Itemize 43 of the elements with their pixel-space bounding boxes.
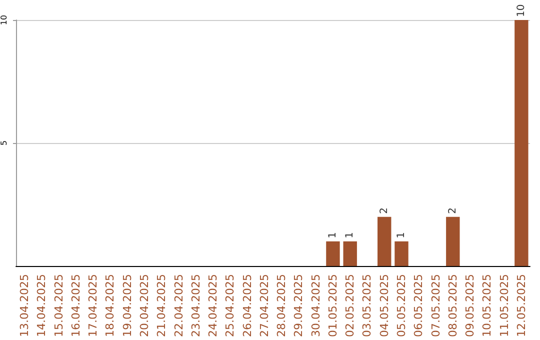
x-tick-label: 27.04.2025 [258,274,271,338]
x-tick-label: 19.04.2025 [120,274,134,338]
y-tick-label: 5 [0,140,8,146]
x-tick-label: 09.05.2025 [464,274,477,338]
x-tick-label: 28.04.2025 [275,274,288,338]
x-tick-label: 29.04.2025 [292,274,306,338]
x-tick-label: 13.04.2025 [18,274,32,338]
x-tick-label: 17.04.2025 [86,274,100,338]
x-tick-label: 12.05.2025 [514,274,528,338]
data-label: 1 [327,232,338,238]
x-tick-label: 25.04.2025 [224,274,237,338]
data-label: 1 [396,232,407,238]
x-tick-label: 04.05.2025 [378,274,391,338]
x-tick-label: 22.04.2025 [172,274,186,338]
data-label: 10 [516,4,527,17]
x-tick-label: 06.05.2025 [412,274,426,338]
x-tick-label: 23.04.2025 [189,274,202,338]
data-label: 2 [378,207,390,214]
x-tick-label: 18.04.2025 [104,274,117,338]
bar [514,20,528,266]
x-tick-label: 26.04.2025 [240,274,254,338]
x-tick-label: 11.05.2025 [498,274,511,338]
bar [326,241,340,266]
x-tick-label: 15.04.2025 [52,274,66,338]
data-label: 2 [447,207,458,214]
x-tick-label: 08.05.2025 [446,274,460,338]
bar [394,241,408,266]
bar [343,241,357,266]
x-tick-label: 07.05.2025 [429,274,442,338]
x-tick-label: 30.04.2025 [309,274,322,338]
bar [446,216,460,266]
x-tick-label: 14.04.2025 [35,274,48,338]
bar [378,216,392,266]
x-tick-label: 05.05.2025 [395,274,408,338]
x-tick-label: 21.04.2025 [155,274,168,338]
x-tick-label: 16.04.2025 [69,274,82,338]
x-tick-label: 10.05.2025 [480,274,494,338]
data-label: 1 [344,232,356,238]
x-tick-label: 20.04.2025 [138,274,151,338]
x-tick-label: 02.05.2025 [344,274,357,338]
x-tick-label: 24.04.2025 [206,274,220,338]
x-tick-label: 01.05.2025 [326,274,340,338]
x-tick-label: 03.05.2025 [360,274,374,338]
